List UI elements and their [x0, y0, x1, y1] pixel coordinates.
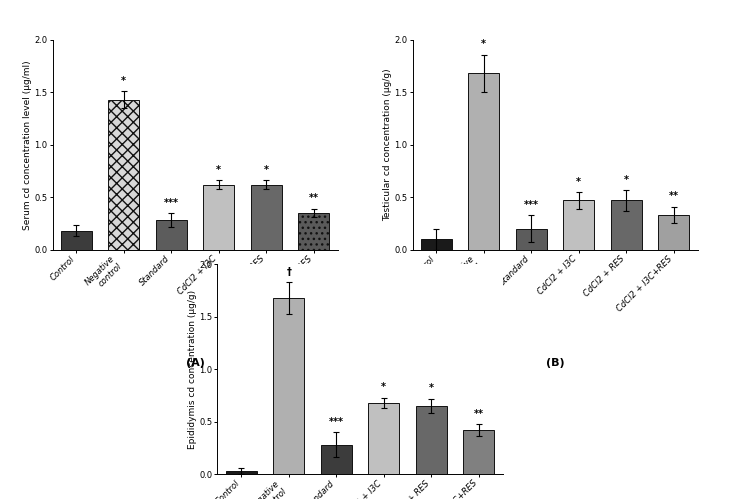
Text: **: **: [309, 194, 319, 204]
Bar: [61, 231, 92, 250]
Text: *: *: [482, 39, 486, 49]
Text: *: *: [624, 175, 628, 185]
Text: †: †: [286, 267, 291, 277]
Bar: [203, 185, 234, 250]
Bar: [464, 430, 494, 474]
Y-axis label: Serum cd concentration level (μg/ml): Serum cd concentration level (μg/ml): [22, 60, 32, 230]
Bar: [516, 229, 547, 250]
Text: *: *: [216, 165, 221, 175]
Bar: [368, 403, 399, 474]
Text: *: *: [429, 383, 433, 393]
Text: ***: ***: [164, 198, 178, 208]
Text: ***: ***: [524, 200, 538, 210]
Bar: [108, 100, 140, 250]
Bar: [251, 185, 282, 250]
Y-axis label: Testicular cd concentration (μg/g): Testicular cd concentration (μg/g): [382, 68, 392, 221]
Bar: [610, 200, 642, 250]
Bar: [156, 220, 187, 250]
Text: (B): (B): [546, 358, 564, 368]
Text: **: **: [669, 191, 679, 201]
Text: (A): (A): [185, 358, 205, 368]
Bar: [226, 471, 256, 474]
Bar: [421, 239, 452, 250]
Text: *: *: [122, 76, 126, 86]
Bar: [298, 213, 329, 250]
Text: *: *: [264, 165, 268, 175]
Bar: [273, 298, 304, 474]
Bar: [563, 200, 594, 250]
Bar: [321, 445, 352, 474]
Text: *: *: [381, 382, 386, 392]
Bar: [658, 215, 689, 250]
Text: ***: ***: [328, 417, 344, 427]
Y-axis label: Epididymis cd concentration (μg/g): Epididymis cd concentration (μg/g): [188, 290, 196, 449]
Text: *: *: [576, 177, 581, 187]
Bar: [416, 406, 447, 474]
Bar: [468, 73, 500, 250]
Text: **: **: [474, 409, 484, 419]
